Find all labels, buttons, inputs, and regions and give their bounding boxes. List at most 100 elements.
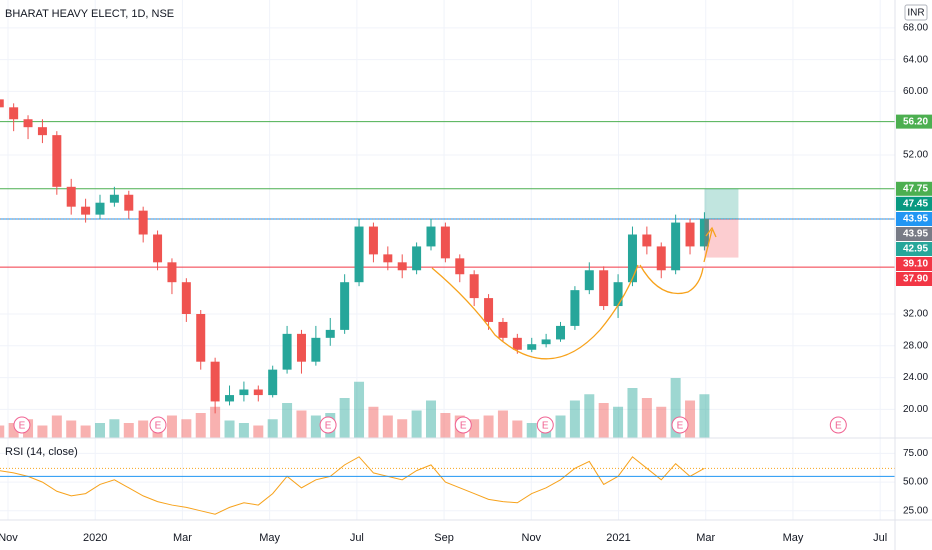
earnings-label: E: [155, 421, 162, 432]
candle-body: [210, 361, 220, 402]
price-label: 43.95: [903, 229, 928, 240]
volume-bar: [66, 420, 77, 438]
candle-body: [124, 194, 134, 211]
volume-bar: [382, 415, 393, 438]
candle-body: [412, 246, 422, 271]
candle-body: [81, 206, 91, 215]
earnings-marker: [536, 416, 554, 434]
volume-bar: [497, 410, 508, 438]
x-tick-label: Jul: [873, 532, 887, 544]
rsi-title: RSI (14, close): [5, 446, 78, 458]
volume-bar: [0, 425, 5, 438]
candle-body: [268, 369, 278, 396]
volume-bar: [440, 413, 451, 438]
price-label: 43.95: [903, 214, 928, 225]
y-tick-label: 24.00: [903, 372, 928, 383]
candle-body: [296, 333, 306, 362]
candle-body: [671, 222, 681, 271]
candle-body: [181, 282, 191, 314]
currency: INR: [907, 8, 924, 19]
candle-body: [239, 389, 249, 396]
rsi-tick-label: 50.00: [903, 477, 928, 488]
candle-body: [66, 186, 76, 207]
volume-bar: [37, 425, 48, 438]
volume-bar: [411, 410, 422, 438]
volume-bar: [685, 400, 696, 438]
candle-body: [397, 262, 407, 271]
candle-body: [599, 270, 609, 307]
volume-bar: [339, 398, 350, 438]
x-tick-label: 2020: [83, 532, 107, 544]
y-tick-label: 28.00: [903, 340, 928, 351]
candle-body: [9, 107, 19, 120]
volume-bar: [670, 378, 681, 438]
axis-labels: Nov 2020 Mar May Jul Sep Nov 2021 Mar May Jul 20.00…: [0, 22, 932, 544]
candle-body: [354, 226, 364, 283]
x-tick-label: Mar: [696, 532, 715, 544]
candle-body: [484, 298, 494, 322]
rsi-tick-label: 75.00: [903, 448, 928, 459]
candle-body: [584, 270, 594, 291]
price-label: 56.20: [903, 116, 928, 127]
earnings-marker: [829, 416, 847, 434]
y-tick-label: 52.00: [903, 150, 928, 161]
price-label-box: [896, 114, 932, 129]
volume-bar: [656, 406, 667, 438]
x-tick-label: 2021: [606, 532, 630, 544]
price-label: 37.90: [903, 274, 928, 285]
candle-body: [95, 202, 105, 215]
volume-bar: [181, 419, 192, 438]
candle-body: [282, 333, 292, 370]
volume-bar: [51, 415, 62, 438]
candle-body: [570, 290, 580, 326]
volume-bar: [569, 400, 580, 438]
earnings-label: E: [542, 421, 549, 432]
candle-body: [340, 282, 350, 330]
earnings-label: E: [677, 421, 684, 432]
volume-bar: [397, 419, 408, 438]
rsi-line: [0, 456, 705, 515]
arrow: [703, 226, 717, 263]
price-label-box: [896, 257, 932, 271]
candle-body: [153, 234, 163, 263]
candle-body: [138, 210, 148, 235]
x-tick-label: Sep: [434, 532, 454, 544]
candle-body: [225, 395, 235, 402]
y-tick-label: 64.00: [903, 54, 928, 65]
candle-body: [253, 389, 263, 396]
volume-bar: [123, 423, 134, 438]
price-label: 39.10: [903, 259, 928, 270]
volume-bar: [8, 423, 19, 438]
volume-bar: [267, 419, 278, 438]
currency-box[interactable]: [904, 4, 928, 21]
price-label: 47.45: [903, 198, 928, 209]
y-tick-label: 20.00: [903, 404, 928, 415]
candle-body: [498, 321, 508, 338]
candle-body: [37, 127, 47, 136]
price-label: 42.95: [903, 244, 928, 255]
x-tick-label: May: [783, 532, 804, 544]
price-label-box: [896, 196, 932, 211]
volume-bar: [210, 406, 221, 438]
volume-bar: [224, 420, 235, 438]
candle-body: [368, 226, 378, 255]
y-tick-label: 32.00: [903, 309, 928, 320]
candle-body: [23, 119, 33, 128]
candle-body: [512, 337, 522, 350]
candle-body: [455, 258, 465, 275]
volume-bar: [238, 423, 249, 438]
volume-bar: [310, 415, 321, 438]
earnings-marker: [671, 416, 689, 434]
volume-bar: [613, 406, 624, 438]
rsi-tick-label: 25.00: [903, 505, 928, 516]
x-tick-label: Jul: [350, 532, 364, 544]
cup-curve: [431, 264, 639, 360]
price-label-box: [896, 242, 932, 256]
price-label-box: [896, 212, 932, 226]
earnings-marker: [319, 416, 337, 434]
volume-bar: [282, 403, 293, 438]
target-zone: [704, 188, 739, 219]
earnings-marker: [454, 416, 472, 434]
candle-body: [0, 99, 4, 108]
earnings-label: E: [460, 421, 467, 432]
